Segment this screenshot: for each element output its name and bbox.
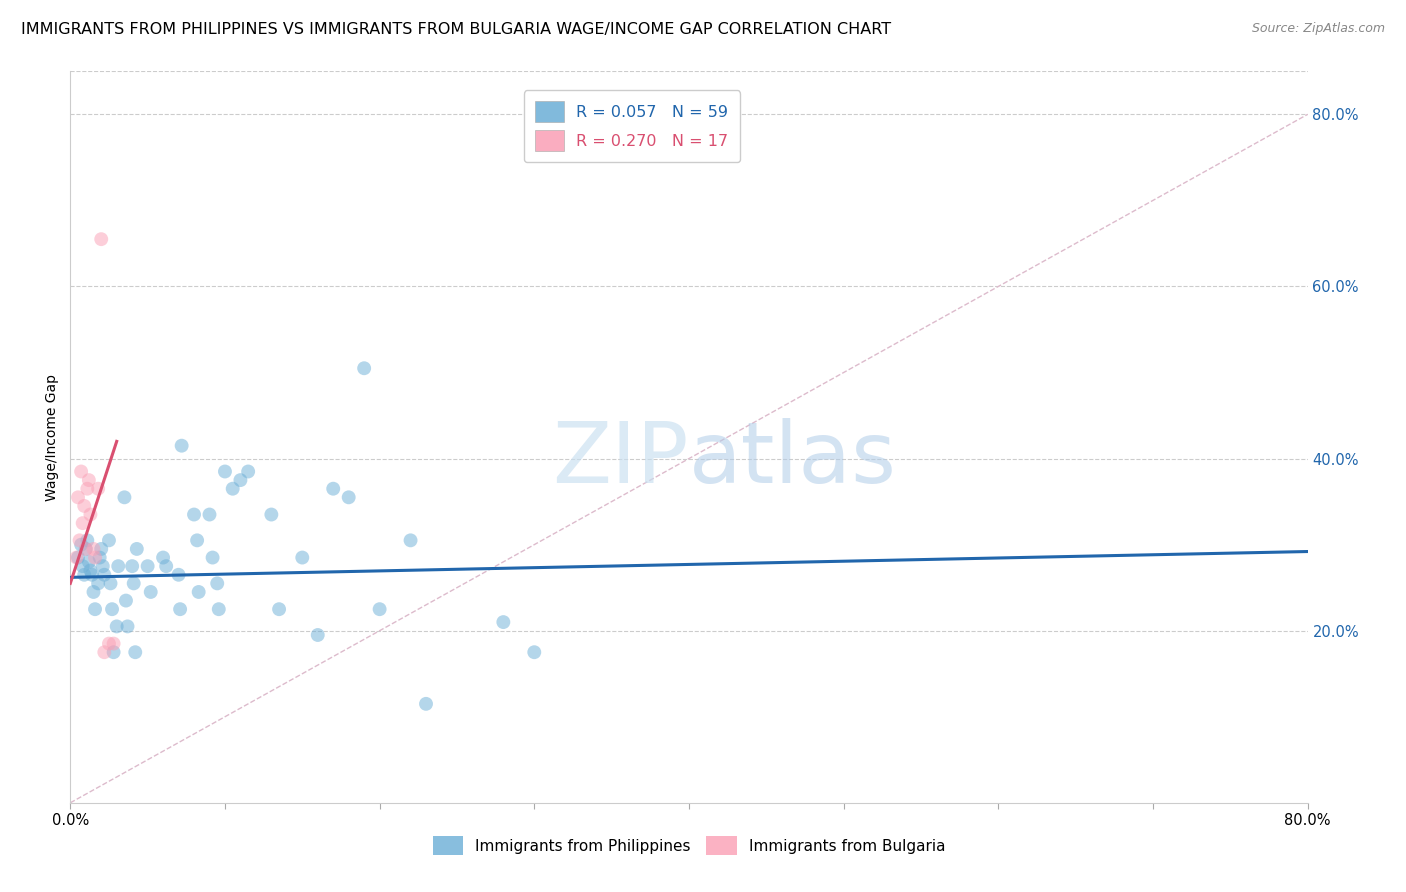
Point <box>77 473 100 487</box>
Point <box>82 541 105 556</box>
Point <box>90 541 112 556</box>
Point <box>90 232 112 246</box>
Point <box>105 619 128 633</box>
Point <box>73 567 96 582</box>
Point <box>523 645 546 659</box>
Point <box>107 559 129 574</box>
Point <box>84 550 107 565</box>
Point <box>186 533 208 548</box>
Point <box>101 602 124 616</box>
Point <box>69 533 91 548</box>
Point <box>322 482 344 496</box>
Point <box>492 615 515 629</box>
Point <box>269 602 291 616</box>
Point <box>337 491 360 505</box>
Point <box>353 361 375 376</box>
Point <box>77 555 100 569</box>
Point <box>121 559 143 574</box>
Point <box>170 439 193 453</box>
Point <box>169 602 191 616</box>
Point <box>183 508 205 522</box>
Point <box>73 499 96 513</box>
Point <box>399 533 422 548</box>
Point <box>214 465 236 479</box>
Point <box>80 567 103 582</box>
Point <box>72 559 94 574</box>
Point <box>76 482 98 496</box>
Point <box>79 564 101 578</box>
Point <box>117 619 139 633</box>
Point <box>368 602 391 616</box>
Point <box>87 576 110 591</box>
Point <box>167 567 190 582</box>
Point <box>187 585 209 599</box>
Point <box>415 697 437 711</box>
Point <box>70 538 93 552</box>
Point <box>84 602 107 616</box>
Point <box>93 567 115 582</box>
Point <box>136 559 159 574</box>
Point <box>208 602 231 616</box>
Text: atlas: atlas <box>689 417 897 500</box>
Text: ZIP: ZIP <box>553 417 689 500</box>
Point <box>100 576 122 591</box>
Point <box>76 533 98 548</box>
Point <box>124 645 146 659</box>
Point <box>125 541 148 556</box>
Point <box>114 491 135 505</box>
Point <box>65 550 87 565</box>
Point <box>198 508 221 522</box>
Point <box>139 585 162 599</box>
Point <box>222 482 245 496</box>
Point <box>229 473 252 487</box>
Point <box>82 585 105 599</box>
Point <box>238 465 260 479</box>
Text: IMMIGRANTS FROM PHILIPPINES VS IMMIGRANTS FROM BULGARIA WAGE/INCOME GAP CORRELAT: IMMIGRANTS FROM PHILIPPINES VS IMMIGRANT… <box>21 22 891 37</box>
Point <box>103 637 125 651</box>
Point <box>98 533 120 548</box>
Point <box>79 508 101 522</box>
Point <box>260 508 283 522</box>
Point <box>75 541 97 556</box>
Point <box>72 516 94 530</box>
Point <box>307 628 329 642</box>
Point <box>103 645 125 659</box>
Point <box>70 465 93 479</box>
Point <box>115 593 138 607</box>
Point <box>291 550 314 565</box>
Point <box>67 550 90 565</box>
Y-axis label: Wage/Income Gap: Wage/Income Gap <box>45 374 59 500</box>
Point <box>152 550 174 565</box>
Point <box>155 559 177 574</box>
Legend: Immigrants from Philippines, Immigrants from Bulgaria: Immigrants from Philippines, Immigrants … <box>426 830 952 861</box>
Point <box>201 550 224 565</box>
Point <box>89 550 111 565</box>
Point <box>122 576 145 591</box>
Point <box>207 576 229 591</box>
Point <box>91 559 114 574</box>
Point <box>67 491 90 505</box>
Point <box>93 645 115 659</box>
Text: Source: ZipAtlas.com: Source: ZipAtlas.com <box>1251 22 1385 36</box>
Point <box>98 637 120 651</box>
Point <box>87 482 110 496</box>
Point <box>75 541 97 556</box>
